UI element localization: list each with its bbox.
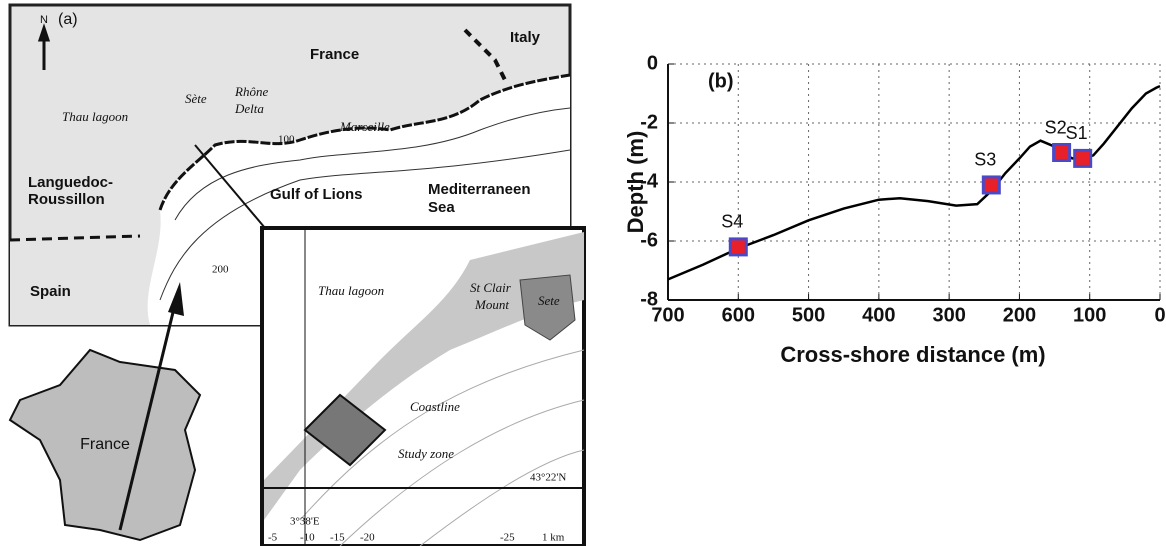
- station-marker: [1052, 143, 1072, 162]
- map-label: -10: [300, 532, 315, 544]
- station-marker: [728, 237, 748, 257]
- x-tick-label: 0: [1154, 304, 1165, 326]
- station-label: S4: [721, 212, 743, 232]
- y-tick-label: -2: [640, 111, 658, 133]
- station-marker: [981, 175, 1001, 195]
- sete: [519, 274, 576, 341]
- map-label: Roussillon: [28, 191, 105, 208]
- chart-b: (b) Cross-shore distance (m) Depth (m) 0…: [623, 52, 1166, 367]
- map-label: 200: [212, 264, 229, 276]
- x-axis-label: Cross-shore distance (m): [780, 342, 1045, 367]
- isobath: [159, 149, 571, 301]
- y-tick-label: -4: [640, 170, 659, 192]
- map-label: Spain: [30, 283, 71, 300]
- map-label: France: [310, 46, 359, 63]
- station-label: S2: [1045, 117, 1067, 137]
- map-label: France: [80, 436, 130, 453]
- x-tick-label: 100: [1073, 304, 1106, 326]
- map-label: (a): [58, 11, 78, 28]
- inset: Thau lagoon St Clair Mount Sete Coastlin…: [260, 226, 586, 546]
- depth-profile: [667, 84, 1161, 281]
- map-label: Mount: [474, 297, 509, 312]
- lagoon-land: [264, 232, 584, 520]
- north-arrow: [37, 23, 51, 70]
- station-label: S3: [974, 150, 996, 170]
- map-label: 100: [278, 134, 295, 146]
- x-tick-label: 400: [862, 304, 895, 326]
- station-marker: [1073, 148, 1093, 168]
- x-tick-label: 600: [722, 304, 755, 326]
- x-tick-label: 200: [1003, 304, 1036, 326]
- study-zone: [303, 393, 387, 467]
- y-tick-label: -8: [640, 288, 658, 310]
- map-label: Sea: [428, 199, 455, 216]
- map-label: St Clair: [470, 280, 512, 295]
- panel-label: (b): [708, 70, 734, 92]
- map-label: N: [40, 14, 48, 26]
- station-label: S1: [1066, 123, 1088, 143]
- map-label: -15: [330, 532, 345, 544]
- map-label: Thau lagoon: [62, 109, 128, 124]
- map-label: Gulf of Lions: [270, 186, 362, 203]
- x-tick-label: 700: [651, 304, 684, 326]
- land: [10, 238, 175, 325]
- map-label: 1 km: [542, 532, 565, 544]
- map-label: Coastline: [410, 399, 460, 414]
- map-label: -5: [268, 532, 278, 544]
- isobath: [174, 107, 571, 221]
- map-label: Delta: [234, 101, 264, 116]
- coastline: [158, 73, 571, 211]
- isobath: [299, 349, 585, 546]
- map-label: Sete: [538, 293, 560, 308]
- leader: [194, 144, 266, 229]
- map-label: Rhône: [234, 84, 268, 99]
- x-tick-label: 500: [792, 304, 825, 326]
- map-label: 43°22'N: [530, 472, 566, 484]
- map-label: Study zone: [398, 446, 454, 461]
- map-label: Italy: [510, 29, 541, 46]
- map-label: -25: [500, 532, 515, 544]
- y-tick-label: 0: [647, 52, 658, 74]
- map-label: Mediterraneen: [428, 181, 531, 198]
- map-label: Marseille: [339, 119, 390, 134]
- map-label: Thau lagoon: [318, 283, 384, 298]
- locator: France: [8, 282, 202, 542]
- border: [9, 234, 141, 242]
- map-label: 3°38'E: [290, 516, 320, 528]
- map-label: Sète: [185, 91, 207, 106]
- map-label: -20: [360, 532, 375, 544]
- x-tick-label: 300: [932, 304, 965, 326]
- y-tick-label: -6: [640, 229, 658, 251]
- arrow: [118, 299, 178, 531]
- y-axis-label: Depth (m): [623, 131, 648, 234]
- border: [463, 28, 507, 81]
- map-label: Languedoc-: [28, 174, 113, 191]
- arrow-head: [168, 282, 184, 316]
